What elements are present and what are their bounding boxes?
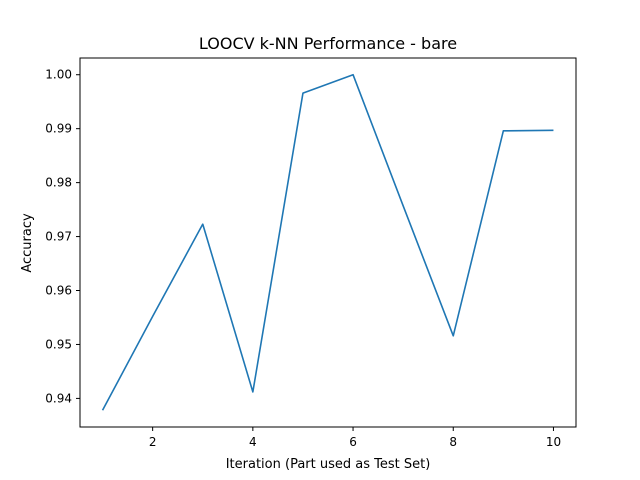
x-tick-label: 4 — [249, 435, 257, 449]
chart-title: LOOCV k-NN Performance - bare — [199, 34, 457, 53]
y-axis-label: Accuracy — [20, 213, 35, 273]
x-tick-label: 6 — [349, 435, 357, 449]
x-tick-label: 8 — [449, 435, 457, 449]
y-tick-label: 0.98 — [45, 176, 72, 190]
y-tick-label: 0.99 — [45, 122, 72, 136]
x-axis-label: Iteration (Part used as Test Set) — [226, 457, 431, 472]
y-axis: 0.94 0.95 0.96 0.97 0.98 0.99 1.00 — [45, 68, 80, 405]
y-tick-label: 0.97 — [45, 230, 72, 244]
y-tick-label: 0.95 — [45, 337, 72, 351]
plot-area — [101, 73, 554, 411]
series-line-0 — [101, 73, 554, 411]
y-tick-label: 1.00 — [45, 68, 72, 82]
axes-frame — [79, 57, 577, 428]
y-tick-label: 0.96 — [45, 284, 72, 298]
y-tick-label: 0.94 — [45, 391, 72, 405]
x-axis: 2 4 6 8 10 — [149, 427, 561, 449]
x-tick-label: 2 — [149, 435, 157, 449]
x-tick-label: 10 — [546, 435, 561, 449]
